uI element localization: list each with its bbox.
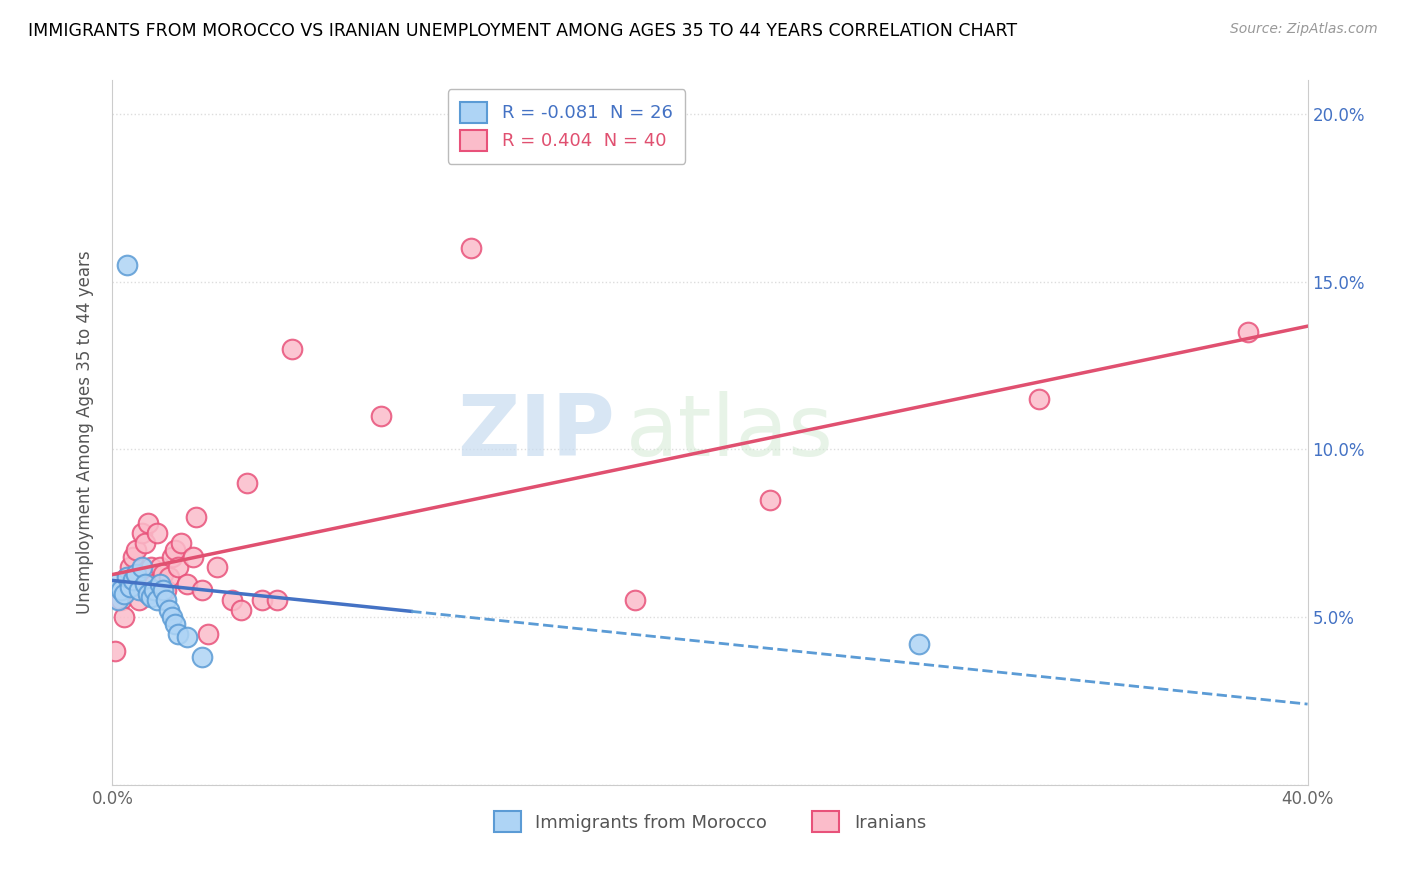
Point <box>110 593 132 607</box>
Point <box>460 241 482 255</box>
Point <box>152 566 174 581</box>
Point <box>117 258 139 272</box>
Point <box>155 593 177 607</box>
Text: ZIP: ZIP <box>457 391 614 475</box>
Point <box>250 593 273 607</box>
Point <box>134 536 156 550</box>
Point <box>176 630 198 644</box>
Point <box>141 559 163 574</box>
Point <box>143 583 166 598</box>
Point <box>131 559 153 574</box>
Point <box>131 526 153 541</box>
Point <box>186 509 208 524</box>
Text: IMMIGRANTS FROM MOROCCO VS IRANIAN UNEMPLOYMENT AMONG AGES 35 TO 44 YEARS CORREL: IMMIGRANTS FROM MOROCCO VS IRANIAN UNEMP… <box>28 22 1018 40</box>
Point <box>128 593 150 607</box>
Point <box>152 583 174 598</box>
Point <box>181 549 204 564</box>
Point <box>1237 325 1260 339</box>
Point <box>155 583 177 598</box>
Point <box>191 650 214 665</box>
Point <box>107 593 129 607</box>
Point <box>162 610 183 624</box>
Point <box>120 580 142 594</box>
Text: atlas: atlas <box>627 391 834 475</box>
Point <box>759 492 782 507</box>
Point <box>266 593 288 607</box>
Point <box>1028 392 1050 406</box>
Point <box>134 576 156 591</box>
Point <box>370 409 392 423</box>
Point <box>165 543 187 558</box>
Point <box>197 627 219 641</box>
Point <box>167 627 190 641</box>
Point <box>146 526 169 541</box>
Point <box>170 536 193 550</box>
Point <box>143 576 166 591</box>
Point <box>138 587 160 601</box>
Point <box>122 574 145 588</box>
Point <box>221 593 243 607</box>
Point <box>122 549 145 564</box>
Point <box>162 549 183 564</box>
Point <box>157 570 180 584</box>
Point <box>114 587 135 601</box>
Point <box>110 583 132 598</box>
Y-axis label: Unemployment Among Ages 35 to 44 years: Unemployment Among Ages 35 to 44 years <box>76 251 94 615</box>
Point <box>149 576 172 591</box>
Legend: Immigrants from Morocco, Iranians: Immigrants from Morocco, Iranians <box>486 804 934 839</box>
Point <box>157 603 180 617</box>
Point <box>141 590 163 604</box>
Point <box>281 342 304 356</box>
Point <box>167 559 190 574</box>
Point <box>120 559 142 574</box>
Point <box>146 593 169 607</box>
Point <box>191 583 214 598</box>
Point <box>205 559 228 574</box>
Point <box>114 610 135 624</box>
Point <box>117 570 139 584</box>
Point <box>125 543 148 558</box>
Point <box>149 559 172 574</box>
Point <box>165 616 187 631</box>
Point <box>908 637 931 651</box>
Point <box>104 644 127 658</box>
Point <box>229 603 252 617</box>
Point <box>128 583 150 598</box>
Text: Source: ZipAtlas.com: Source: ZipAtlas.com <box>1230 22 1378 37</box>
Point <box>624 593 647 607</box>
Point <box>236 475 259 490</box>
Point <box>138 516 160 531</box>
Point <box>117 570 139 584</box>
Point <box>176 576 198 591</box>
Point <box>125 566 148 581</box>
Point <box>104 576 127 591</box>
